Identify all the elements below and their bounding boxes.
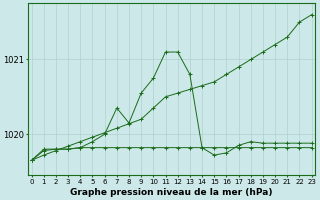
X-axis label: Graphe pression niveau de la mer (hPa): Graphe pression niveau de la mer (hPa) xyxy=(70,188,273,197)
